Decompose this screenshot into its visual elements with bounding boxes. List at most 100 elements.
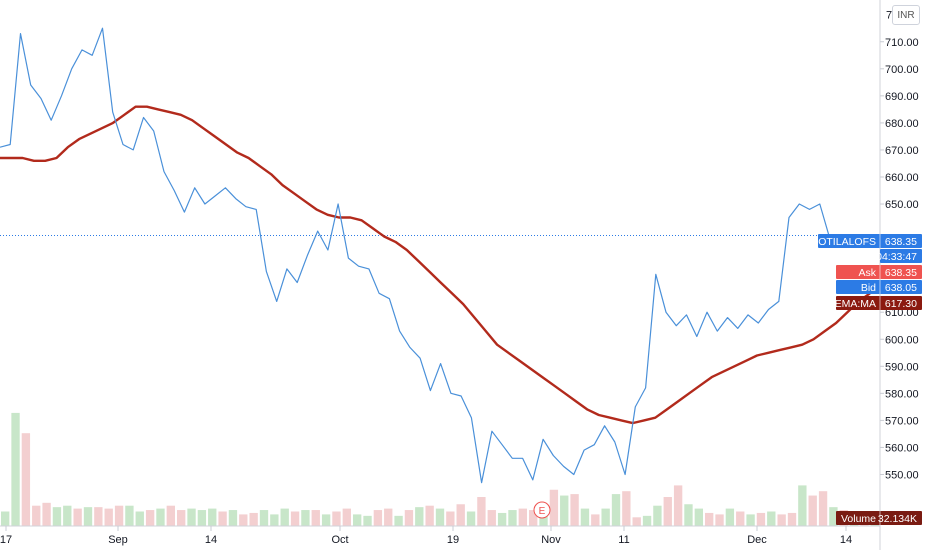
time-axis[interactable]: 17 Sep 14 Oct 19 Nov 11 Dec 14 xyxy=(0,526,852,546)
time-tick-label: Oct xyxy=(331,534,348,546)
price-tag-value: 617.30 xyxy=(885,298,917,310)
volume-bar xyxy=(280,508,289,526)
volume-bar xyxy=(239,514,248,526)
price-tick-label: 580.00 xyxy=(885,388,919,400)
volume-bar xyxy=(63,505,72,526)
volume-bar xyxy=(560,495,569,526)
volume-bar xyxy=(684,504,693,526)
time-tick-label: Dec xyxy=(747,534,767,546)
volume-bar xyxy=(611,494,621,526)
time-tick-label: 19 xyxy=(447,534,459,546)
price-axis[interactable]: 550.00 560.00 570.00 580.00 590.00 600.00 610.… xyxy=(880,10,919,482)
volume-bar xyxy=(705,512,714,526)
price-tag: Bid 638.05 xyxy=(836,280,922,294)
price-tag: EMA:MA 617.30 xyxy=(835,296,922,310)
price-tag-box xyxy=(880,249,922,263)
currency-label[interactable]: INR xyxy=(892,5,920,25)
volume-bar xyxy=(125,505,134,526)
price-tag-value: 04:33:47 xyxy=(876,251,917,263)
price-tick-label: 690.00 xyxy=(885,91,919,103)
volume-bar xyxy=(404,510,414,526)
volume-bar xyxy=(363,515,372,526)
volume-bar xyxy=(435,508,445,526)
time-tick-label: Sep xyxy=(108,534,128,546)
volume-bars xyxy=(1,412,879,526)
volume-bar xyxy=(301,510,310,526)
volume-bar xyxy=(539,514,548,526)
volume-bar xyxy=(777,514,786,526)
volume-bar xyxy=(94,507,103,526)
price-tag: Volume 32.134K xyxy=(836,511,922,525)
volume-bar xyxy=(394,515,403,526)
volume-bar xyxy=(373,510,383,526)
price-tick-label: 550.00 xyxy=(885,469,919,481)
price-tag-value: 638.35 xyxy=(885,236,917,248)
volume-bar xyxy=(114,505,124,526)
price-tag-label: MOTILALOFS xyxy=(809,236,876,248)
volume-bar xyxy=(321,514,331,526)
volume-bar xyxy=(497,512,507,526)
price-tick-label: 660.00 xyxy=(885,172,919,184)
time-tick-label: 17 xyxy=(0,534,12,546)
price-tick-label: 560.00 xyxy=(885,442,919,454)
earnings-event-marker[interactable]: E xyxy=(533,501,551,519)
volume-bar xyxy=(166,505,175,526)
price-tag: 04:33:47 xyxy=(876,249,922,263)
volume-bar xyxy=(249,512,258,526)
volume-bar xyxy=(725,508,735,526)
price-tag-box xyxy=(836,265,922,279)
volume-bar xyxy=(156,508,165,526)
volume-bar xyxy=(549,489,559,526)
volume-bar xyxy=(487,510,496,526)
volume-bar xyxy=(270,514,279,526)
volume-bar xyxy=(145,510,155,526)
price-tag-label: Ask xyxy=(858,267,876,279)
volume-bar xyxy=(653,505,662,526)
volume-bar xyxy=(228,510,238,526)
volume-bar xyxy=(208,508,217,526)
volume-bar xyxy=(798,485,807,526)
price-tick-label: 600.00 xyxy=(885,334,919,346)
volume-bar xyxy=(746,514,755,526)
volume-bar xyxy=(52,507,62,526)
price-tick-label: 610.00 xyxy=(885,307,919,319)
volume-bar xyxy=(622,491,631,526)
volume-bar xyxy=(477,497,486,526)
price-tag-value: 638.35 xyxy=(885,267,917,279)
price-tag-box xyxy=(818,234,922,248)
price-tick-label: 710.00 xyxy=(885,37,919,49)
price-tag-value: 32.134K xyxy=(878,513,917,525)
time-tick-label: 14 xyxy=(840,534,852,546)
volume-bar xyxy=(829,507,838,526)
volume-bar xyxy=(218,511,227,526)
price-tag-box xyxy=(836,296,922,310)
volume-bar xyxy=(736,511,745,526)
volume-bar xyxy=(818,491,828,526)
price-tick-label: 680.00 xyxy=(885,118,919,130)
time-tick-label: 11 xyxy=(618,534,629,546)
volume-bar xyxy=(415,507,424,526)
volume-bar xyxy=(456,504,465,526)
price-tag-box xyxy=(836,511,922,525)
volume-bar xyxy=(580,508,590,526)
volume-bar xyxy=(332,511,341,526)
price-tag-label: Bid xyxy=(861,282,876,294)
volume-bar xyxy=(177,510,186,526)
volume-bar xyxy=(756,512,766,526)
volume-bar xyxy=(715,514,724,526)
volume-bar xyxy=(518,508,527,526)
volume-bar xyxy=(259,510,269,526)
volume-bar xyxy=(425,505,434,526)
volume-bar xyxy=(197,510,207,526)
volume-bar xyxy=(591,514,600,526)
price-tick-label: 7 xyxy=(886,10,892,22)
volume-bar xyxy=(384,508,393,526)
price-tag: MOTILALOFS 638.35 xyxy=(809,234,922,248)
volume-bar xyxy=(632,517,641,526)
volume-bar xyxy=(83,507,93,526)
price-tag-value: 638.05 xyxy=(885,282,917,294)
volume-bar xyxy=(311,510,320,526)
volume-bar xyxy=(73,508,82,526)
